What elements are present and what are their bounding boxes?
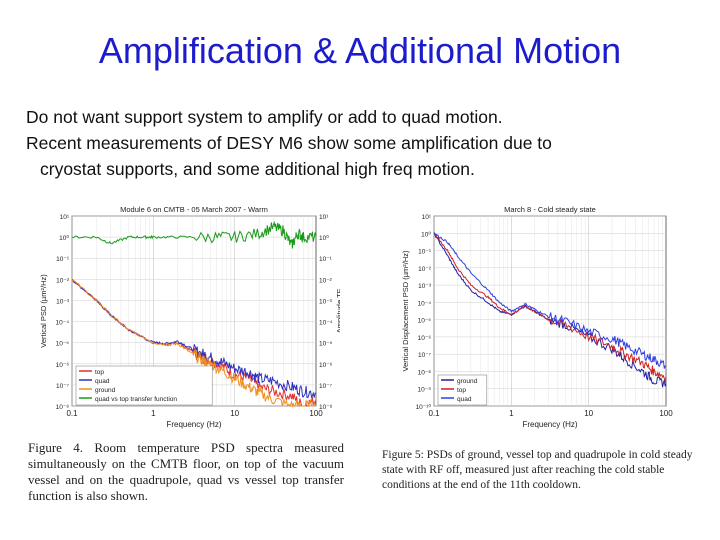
y-right-tick-label: 10¹ <box>319 214 329 221</box>
figure-5-caption: Figure 5: PSDs of ground, vessel top and… <box>382 449 693 491</box>
legend-entry: quad vs top transfer function <box>95 396 177 403</box>
y-tick-label: 10¹ <box>60 214 70 221</box>
x-axis-label: Frequency (Hz) <box>522 420 577 429</box>
figure-4-caption: Figure 4. Room temperature PSD spectra m… <box>28 440 344 503</box>
figure-4-chart: 0.1 1 10 100 10¹ 10¹ 10⁰ 10⁰ 10⁻¹ 10⁻¹ 10⁻² 10⁻² 10⁻… <box>40 205 340 429</box>
y-right-axis-label: Amplitude TF <box>335 288 340 333</box>
y-tick-label: 10⁻⁹ <box>418 387 432 394</box>
x-tick-label: 0.1 <box>66 409 78 418</box>
bullet-line-2: Recent measurements of DESY M6 show some… <box>26 133 552 153</box>
y-tick-label: 10⁻⁴ <box>418 300 432 307</box>
y-tick-label: 10⁻⁷ <box>418 352 432 359</box>
x-tick-label: 0.1 <box>428 409 440 418</box>
y-right-tick-label: 10⁻⁴ <box>319 320 333 327</box>
y-right-tick-label: 10⁻⁸ <box>319 404 333 411</box>
y-tick-label: 10⁻⁶ <box>418 335 432 342</box>
y-right-tick-label: 10⁻² <box>319 277 333 284</box>
y-tick-label: 10⁻⁴ <box>56 320 70 327</box>
x-tick-label: 100 <box>309 409 323 418</box>
x-tick-label: 1 <box>151 409 156 418</box>
y-tick-label: 10⁻⁸ <box>418 369 432 376</box>
legend-entry: quad <box>457 396 472 403</box>
y-tick-label: 10⁻⁵ <box>56 341 70 348</box>
series-line-quad-vs-top-transfer-function <box>71 220 317 249</box>
y-tick-label: 10⁰ <box>421 230 431 238</box>
chart-title: Module 6 on CMTB - 05 March 2007 - Warm <box>120 205 268 214</box>
x-axis-label: Frequency (Hz) <box>166 420 221 429</box>
legend-entry: top <box>457 387 466 394</box>
series-line-quad <box>433 232 667 369</box>
y-tick-label: 10⁻³ <box>418 283 432 290</box>
y-right-tick-label: 10⁻⁵ <box>319 341 333 348</box>
y-right-tick-label: 10⁻⁷ <box>319 383 333 390</box>
y-axis-label: Vertical Displacement PSD (µm²/Hz) <box>401 250 410 372</box>
series-line-ground <box>433 232 667 388</box>
legend-entry: ground <box>95 387 116 394</box>
legend-entry: ground <box>457 378 478 385</box>
y-tick-label: 10⁻³ <box>56 298 70 305</box>
x-tick-label: 10 <box>584 409 593 418</box>
slide-body: Do not want support system to amplify or… <box>26 104 706 182</box>
y-tick-label: 10⁻⁶ <box>56 362 70 369</box>
y-tick-label: 10¹ <box>422 214 432 221</box>
y-tick-label: 10⁻⁸ <box>56 404 70 411</box>
x-tick-label: 10 <box>230 409 239 418</box>
y-right-tick-label: 10⁻⁶ <box>319 362 333 369</box>
slide-title: Amplification & Additional Motion <box>98 30 622 71</box>
y-tick-label: 10⁻⁵ <box>418 318 432 325</box>
legend-box <box>75 365 213 406</box>
plot-frame <box>433 215 667 407</box>
bullet-line-1: Do not want support system to amplify or… <box>26 107 503 127</box>
y-tick-label: 10⁻¹⁰ <box>416 403 432 411</box>
y-axis-label: Vertical PSD (µm²/Hz) <box>40 274 48 348</box>
series-line-top <box>433 233 667 383</box>
legend-entry: top <box>95 369 104 376</box>
chart-title: March 8 - Cold steady state <box>504 205 596 214</box>
y-tick-label: 10⁻¹ <box>418 249 432 256</box>
x-tick-label: 100 <box>659 409 673 418</box>
y-tick-label: 10⁻² <box>56 277 70 284</box>
y-right-tick-label: 10⁰ <box>319 234 329 242</box>
y-tick-label: 10⁻⁷ <box>56 383 70 390</box>
y-tick-label: 10⁻¹ <box>56 256 70 263</box>
y-tick-label: 10⁻² <box>418 266 432 273</box>
legend-entry: quad <box>95 378 110 385</box>
y-right-tick-label: 10⁻¹ <box>319 256 333 263</box>
figure-5-chart: 0.1 1 10 100 10¹ 10⁰ 10⁻¹ 10⁻² 10⁻³ 10⁻⁴ 10⁻⁵ 10⁻⁶ 1… <box>401 205 673 429</box>
y-tick-label: 10⁰ <box>59 234 69 242</box>
y-right-tick-label: 10⁻³ <box>319 298 333 305</box>
bullet-line-3: cryostat supports, and some additional h… <box>40 159 475 179</box>
x-tick-label: 1 <box>509 409 514 418</box>
